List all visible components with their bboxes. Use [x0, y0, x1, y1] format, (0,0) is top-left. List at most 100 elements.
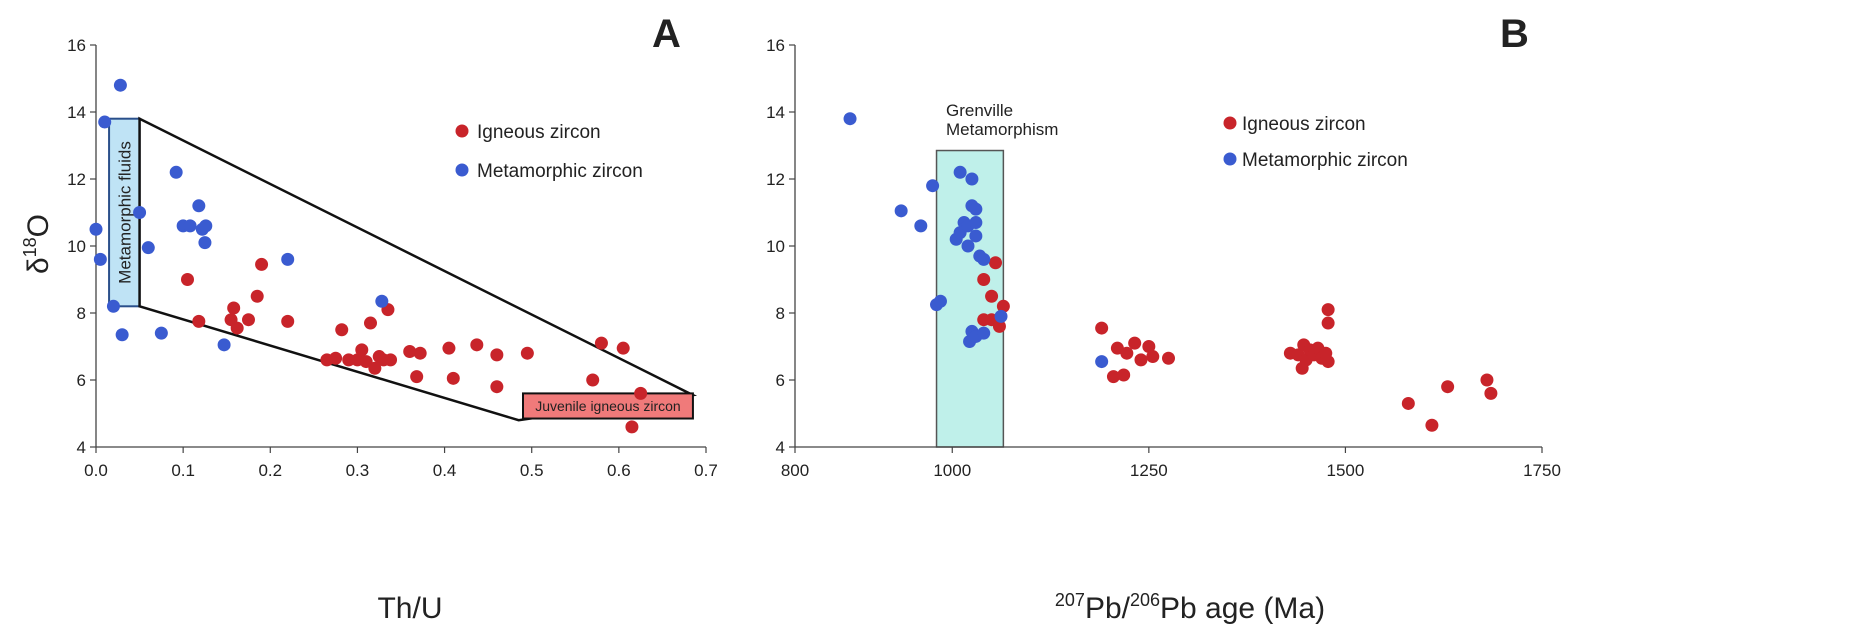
panel-a-metamorphic-point: [98, 115, 112, 129]
xlabel-b-end: Pb age (Ma): [1160, 592, 1325, 625]
panel-b-metamorphic-point: [969, 216, 983, 230]
igneous-trend-triangle: [138, 116, 698, 422]
panel-a-x-tick-label: 0.7: [694, 461, 718, 480]
panel-a-igneous-point: [368, 361, 382, 375]
panel-b-metamorphic-point: [994, 309, 1008, 323]
panel-b-igneous-point: [1425, 418, 1439, 432]
legend-b-metamorphic-marker: [1223, 152, 1237, 166]
panel-a-metamorphic-point: [281, 252, 295, 266]
panel-a-x-tick-label: 0.5: [520, 461, 544, 480]
panel-b-metamorphic-point: [965, 172, 979, 186]
panel-a-igneous-point: [281, 314, 295, 328]
panel-b-igneous-point: [989, 256, 1003, 270]
panel-b-y-tick-label: 6: [776, 371, 785, 390]
panel-b-metamorphic-point: [977, 326, 991, 340]
panel-a-igneous-point: [355, 343, 369, 357]
panel-a-igneous-point: [192, 314, 206, 328]
panel-b-axes: 4 6 8 10 12 14 16 800 1000 1250 1500 1750: [766, 36, 1561, 480]
ylabel-sup: 18: [20, 237, 40, 257]
metamorphic-fluids-label: Metamorphic fluids: [115, 141, 134, 284]
panel-a-igneous-point: [384, 353, 398, 367]
panel-a-igneous-point: [634, 386, 648, 400]
panel-b-metamorphic-point: [969, 229, 983, 243]
panel-a-igneous-point: [520, 346, 534, 360]
panel-a-metamorphic-point: [93, 252, 107, 266]
panel-b-metamorphic-point: [926, 179, 940, 193]
panel-b-igneous-point: [1106, 370, 1120, 384]
panel-b-igneous-point: [1401, 396, 1415, 410]
panel-a-x-tick-label: 0.2: [258, 461, 282, 480]
panel-b-x-tick-label: 1750: [1523, 461, 1561, 480]
panel-a-igneous-point: [364, 316, 377, 330]
panel-b-igneous-point: [1321, 303, 1335, 317]
panel-b-y-tick-label: 14: [766, 103, 785, 122]
panel-b-x-tick-label: 1250: [1130, 461, 1168, 480]
legend-a-igneous-marker: [455, 124, 469, 138]
panel-a-x-tick-label: 0.4: [433, 461, 457, 480]
panel-b-y-tick-label: 4: [776, 438, 785, 457]
panel-b-legend: Igneous zircon Metamorphic zircon: [1223, 114, 1408, 171]
panel-b-label: B: [1500, 12, 1529, 56]
panel-a-y-tick-label: 6: [77, 371, 86, 390]
juvenile-igneous-zircon-box: [522, 392, 694, 420]
panel-b-metamorphic-point: [914, 219, 928, 233]
panel-a-x-axis-title: Th/U: [377, 592, 442, 625]
grenville-label-line1: Grenville: [946, 101, 1013, 120]
panel-a-igneous-point: [181, 273, 194, 286]
xlabel-b-sup2: 206: [1130, 590, 1160, 610]
panel-a-igneous-point: [446, 371, 460, 385]
panel-b-igneous-point: [1321, 355, 1335, 369]
panel-b-igneous-point: [1095, 321, 1109, 335]
panel-a-metamorphic-point: [154, 326, 168, 340]
panel-b-metamorphic-point: [961, 239, 975, 253]
panel-a-legend: Igneous zircon Metamorphic zircon: [455, 122, 643, 182]
panel-a-metamorphic-point: [106, 299, 120, 313]
panel-b-igneous-point: [996, 299, 1010, 313]
panel-a-igneous-point: [227, 301, 241, 315]
panel-a-axes: 4 6 8 10 12 14 16 0.0 0.1 0.2 0.3 0.4 0.5 0.6 0.7: [67, 36, 718, 480]
panel-b-igneous-point: [985, 289, 999, 303]
panel-a-x-tick-label: 0.3: [346, 461, 370, 480]
xlabel-b-mid: Pb/: [1085, 592, 1131, 625]
panel-b-metamorphic-point: [977, 252, 991, 266]
panel-a-metamorphic-point: [89, 222, 103, 236]
panel-b-igneous-point: [1146, 350, 1160, 364]
ylabel-o: O: [22, 214, 55, 237]
panel-b-metamorphic-point: [933, 294, 947, 308]
panel-b-x-tick-label: 1500: [1327, 461, 1365, 480]
panel-b-igneous-point: [1117, 368, 1131, 382]
panel-b-points: [843, 112, 1498, 432]
panel-b-igneous-point: [1295, 361, 1309, 375]
panel-b: Grenville Metamorphism 4 6 8 10 12 14 16 800 100…: [766, 12, 1561, 625]
panel-a-igneous-point: [616, 341, 630, 355]
panel-b-metamorphic-point: [969, 202, 983, 216]
panel-b-igneous-point: [1484, 386, 1498, 400]
panel-a-metamorphic-point: [133, 206, 147, 219]
panel-b-igneous-point: [977, 273, 991, 286]
panel-b-metamorphic-point: [894, 204, 908, 218]
panel-b-metamorphic-point: [1095, 355, 1109, 369]
legend-b-igneous-marker: [1223, 116, 1237, 130]
grenville-label-line2: Metamorphism: [946, 120, 1058, 139]
panel-a-metamorphic-point: [198, 236, 212, 250]
juvenile-igneous-zircon-label: Juvenile igneous zircon: [535, 398, 681, 414]
panel-a-y-tick-label: 16: [67, 36, 86, 55]
panel-a-igneous-point: [335, 323, 349, 337]
panel-b-igneous-point: [1142, 340, 1156, 353]
panel-b-x-tick-label: 1000: [933, 461, 971, 480]
panel-a-igneous-point: [242, 313, 255, 327]
legend-b-metamorphic-label: Metamorphic zircon: [1242, 150, 1408, 171]
panel-b-igneous-point: [992, 319, 1006, 333]
panel-b-igneous-point: [1441, 380, 1455, 394]
panel-b-igneous-point: [1162, 351, 1175, 365]
xlabel-b-sup1: 207: [1055, 590, 1085, 610]
panel-a-y-tick-label: 10: [67, 237, 86, 256]
panel-a-igneous-point: [470, 338, 484, 352]
legend-a-metamorphic-label: Metamorphic zircon: [477, 161, 643, 182]
panel-b-y-tick-label: 8: [776, 304, 785, 323]
panel-a-metamorphic-point: [169, 165, 183, 179]
panel-b-y-tick-label: 12: [766, 170, 785, 189]
panel-a-igneous-point: [413, 346, 427, 360]
panel-a-y-axis-title: δ18O: [20, 214, 55, 274]
panel-a-x-tick-label: 0.0: [84, 461, 108, 480]
